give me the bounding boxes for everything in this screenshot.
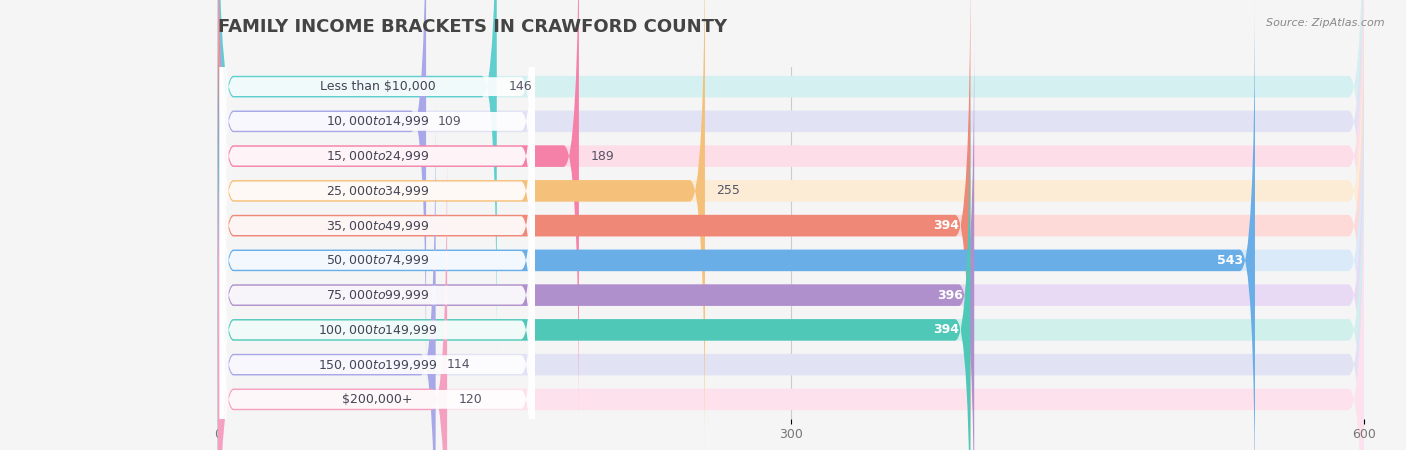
FancyBboxPatch shape	[218, 0, 1364, 450]
Text: $100,000 to $149,999: $100,000 to $149,999	[318, 323, 437, 337]
Text: 120: 120	[458, 393, 482, 406]
Text: $25,000 to $34,999: $25,000 to $34,999	[326, 184, 429, 198]
FancyBboxPatch shape	[219, 124, 534, 450]
FancyBboxPatch shape	[218, 0, 579, 423]
Text: 394: 394	[934, 219, 959, 232]
Text: $150,000 to $199,999: $150,000 to $199,999	[318, 358, 437, 372]
FancyBboxPatch shape	[218, 132, 1364, 450]
FancyBboxPatch shape	[218, 0, 704, 450]
Text: 543: 543	[1218, 254, 1243, 267]
FancyBboxPatch shape	[218, 0, 1256, 450]
FancyBboxPatch shape	[218, 28, 974, 450]
FancyBboxPatch shape	[218, 0, 1364, 389]
Text: $75,000 to $99,999: $75,000 to $99,999	[326, 288, 429, 302]
Text: 109: 109	[437, 115, 461, 128]
FancyBboxPatch shape	[219, 158, 534, 450]
Text: $35,000 to $49,999: $35,000 to $49,999	[326, 219, 429, 233]
Text: Source: ZipAtlas.com: Source: ZipAtlas.com	[1267, 18, 1385, 28]
FancyBboxPatch shape	[218, 0, 426, 389]
FancyBboxPatch shape	[218, 97, 1364, 450]
FancyBboxPatch shape	[218, 0, 1364, 450]
FancyBboxPatch shape	[218, 0, 970, 450]
FancyBboxPatch shape	[218, 0, 1364, 354]
Text: 394: 394	[934, 324, 959, 337]
FancyBboxPatch shape	[218, 0, 1364, 423]
FancyBboxPatch shape	[219, 0, 534, 362]
FancyBboxPatch shape	[219, 0, 534, 432]
Text: 396: 396	[936, 288, 963, 302]
Text: FAMILY INCOME BRACKETS IN CRAWFORD COUNTY: FAMILY INCOME BRACKETS IN CRAWFORD COUNT…	[218, 18, 727, 36]
FancyBboxPatch shape	[218, 132, 447, 450]
FancyBboxPatch shape	[218, 63, 1364, 450]
FancyBboxPatch shape	[219, 0, 534, 397]
FancyBboxPatch shape	[219, 19, 534, 450]
FancyBboxPatch shape	[219, 54, 534, 450]
Text: $50,000 to $74,999: $50,000 to $74,999	[326, 253, 429, 267]
Text: 189: 189	[591, 149, 614, 162]
Text: Less than $10,000: Less than $10,000	[319, 80, 436, 93]
FancyBboxPatch shape	[218, 28, 1364, 450]
Text: $10,000 to $14,999: $10,000 to $14,999	[326, 114, 429, 128]
FancyBboxPatch shape	[218, 0, 496, 354]
Text: 114: 114	[447, 358, 471, 371]
FancyBboxPatch shape	[219, 89, 534, 450]
Text: $200,000+: $200,000+	[342, 393, 412, 406]
FancyBboxPatch shape	[218, 0, 1364, 450]
Text: 255: 255	[717, 184, 741, 198]
Text: $15,000 to $24,999: $15,000 to $24,999	[326, 149, 429, 163]
Text: 146: 146	[508, 80, 531, 93]
FancyBboxPatch shape	[218, 97, 436, 450]
FancyBboxPatch shape	[218, 63, 970, 450]
FancyBboxPatch shape	[219, 0, 534, 450]
FancyBboxPatch shape	[219, 0, 534, 328]
